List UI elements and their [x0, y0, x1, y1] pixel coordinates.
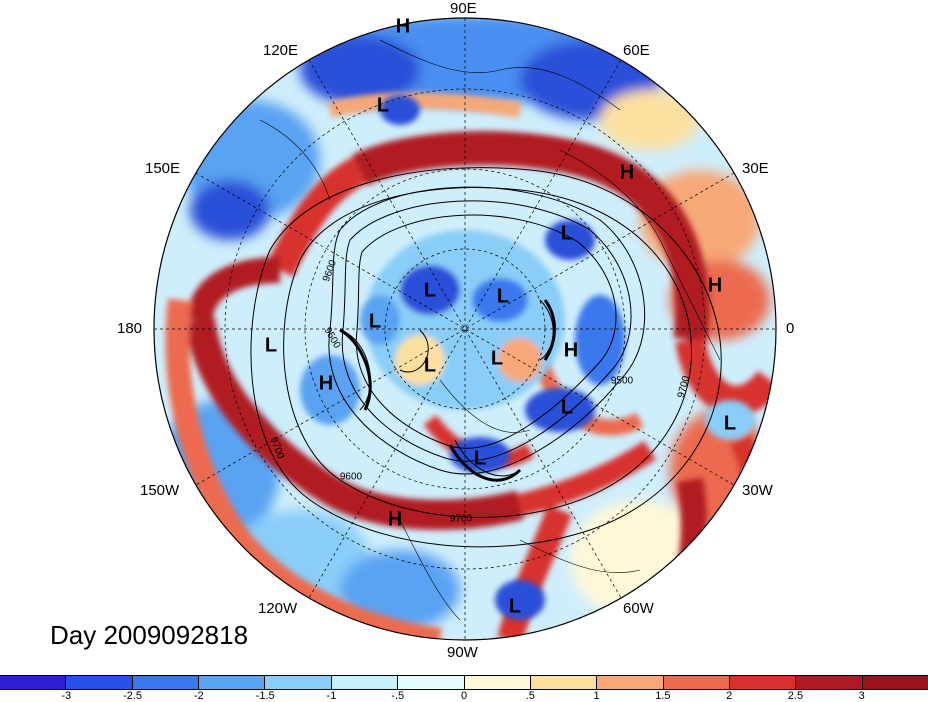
colorbar-swatch	[862, 676, 928, 689]
lon-label-30e: 30E	[742, 160, 769, 177]
polar-map	[153, 17, 777, 641]
colorbar-tick-label: -2.5	[123, 690, 143, 702]
coastlines	[259, 39, 721, 621]
contour-label: 9500	[610, 375, 634, 387]
colorbar-tick-label: -1	[326, 690, 337, 702]
colorbar-tick-label: -.5	[391, 690, 405, 702]
pressure-center-l: L	[473, 447, 487, 470]
contour-label: 9600	[339, 471, 363, 483]
colorbar-tick-label: 1.5	[655, 690, 671, 702]
pressure-center-l: L	[490, 347, 504, 370]
lon-label-90e: 90E	[450, 0, 477, 17]
lon-label-180: 180	[117, 320, 143, 337]
contour-label: 9700	[449, 513, 473, 525]
colorbar-tick-label: -3	[61, 690, 72, 702]
colorbar-tick-label: 2.5	[787, 690, 804, 702]
colorbar-swatch	[530, 676, 598, 689]
colorbar-tick-label: 0	[460, 690, 468, 702]
lon-label-120w: 120W	[258, 600, 298, 617]
height-contours	[250, 167, 722, 548]
lon-label-60e: 60E	[623, 42, 650, 59]
pressure-center-h: H	[563, 339, 579, 362]
colorbar-swatch	[132, 676, 200, 689]
lon-label-0: 0	[786, 320, 795, 337]
colorbar-swatch	[796, 676, 863, 689]
thick-contours	[339, 299, 556, 482]
colorbar-swatch	[0, 676, 67, 689]
pressure-center-l: L	[368, 310, 382, 333]
pressure-center-h: H	[387, 508, 403, 531]
graticule	[154, 18, 776, 640]
colorbar-swatch	[729, 676, 797, 689]
colorbar	[0, 675, 928, 690]
colorbar-tick-label: .5	[525, 690, 535, 702]
lon-label-30w: 30W	[742, 482, 773, 499]
lon-label-60w: 60W	[623, 600, 654, 617]
pressure-center-l: L	[496, 285, 510, 308]
colorbar-tick-label: 2	[726, 690, 733, 702]
lon-label-150w: 150W	[140, 482, 180, 499]
colorbar-swatch	[597, 676, 664, 689]
colorbar-tick-label: -1.5	[255, 690, 275, 702]
colorbar-swatch	[66, 676, 133, 689]
pressure-center-l: L	[560, 396, 574, 419]
colorbar-swatch	[398, 676, 465, 689]
pressure-center-h: H	[619, 161, 635, 184]
pressure-center-l: L	[423, 354, 437, 377]
colorbar-swatch	[464, 676, 531, 689]
pressure-center-h: H	[318, 372, 334, 395]
day-title: Day 2009092818	[50, 620, 249, 650]
pressure-center-l: L	[560, 222, 574, 245]
map-boundary	[153, 17, 777, 641]
lon-label-150e: 150E	[145, 160, 181, 177]
pressure-center-h: H	[707, 274, 723, 297]
colorbar-swatch	[331, 676, 399, 689]
colorbar-tick-label: 1	[593, 690, 600, 702]
colorbar-swatch	[663, 676, 730, 689]
pressure-center-l: L	[723, 412, 737, 435]
pressure-center-l: L	[508, 595, 522, 618]
lon-label-120e: 120E	[263, 42, 299, 59]
colorbar-swatch	[199, 676, 266, 689]
colorbar-tick-label: -2	[193, 690, 204, 702]
colorbar-tick-label: 3	[858, 690, 865, 702]
pressure-center-l: L	[264, 334, 278, 357]
pressure-center-l: L	[376, 94, 390, 117]
colorbar-swatch	[265, 676, 332, 689]
pressure-center-l: L	[423, 279, 437, 302]
pressure-center-h: H	[395, 15, 411, 38]
lon-label-90w: 90W	[447, 644, 478, 661]
